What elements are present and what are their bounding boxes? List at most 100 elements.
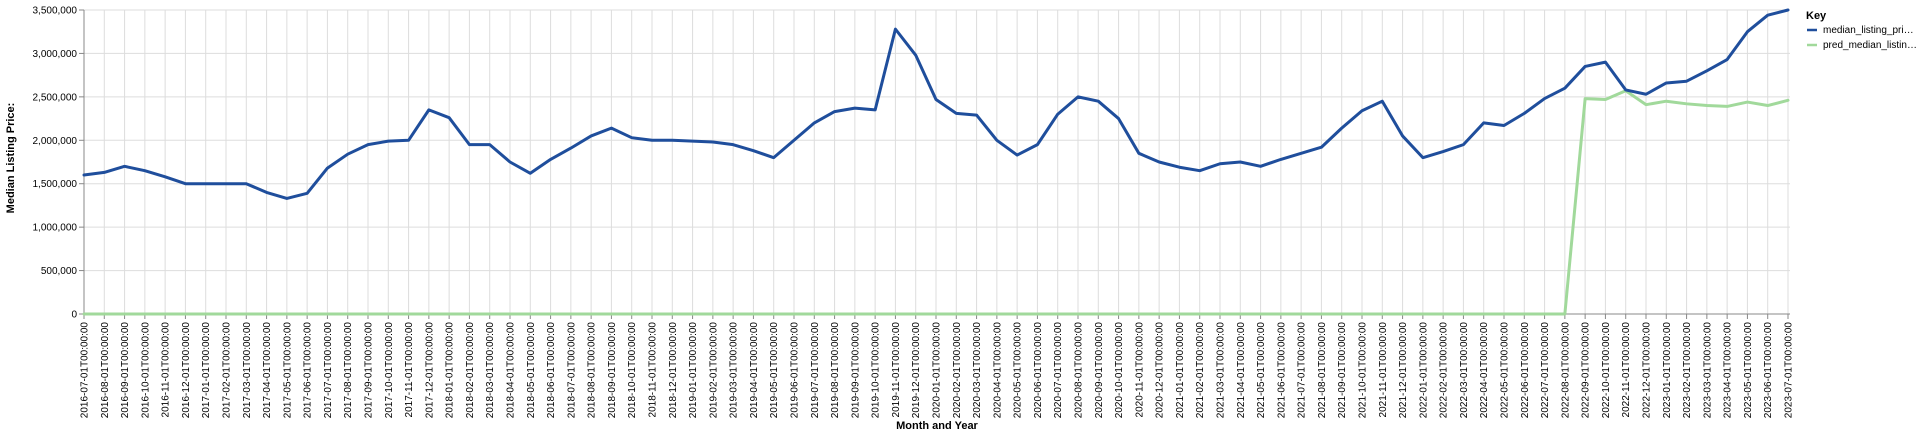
- x-tick-label: 2021-12-01T00:00:00: [1398, 322, 1409, 419]
- x-tick-label: 2018-07-01T00:00:00: [566, 322, 577, 419]
- y-tick-label: 2,500,000: [33, 92, 78, 103]
- x-tick-label: 2018-01-01T00:00:00: [445, 322, 456, 419]
- x-tick-label: 2019-11-01T00:00:00: [891, 322, 902, 418]
- x-tick-label: 2017-11-01T00:00:00: [404, 322, 415, 418]
- x-tick-label: 2022-03-01T00:00:00: [1459, 322, 1470, 419]
- x-tick-label: 2020-10-01T00:00:00: [1114, 322, 1125, 419]
- x-tick-label: 2023-07-01T00:00:00: [1784, 322, 1795, 419]
- x-axis-title: Month and Year: [896, 420, 978, 432]
- legend: Key median_listing_pri… pred_median_listi…: [1806, 10, 1917, 51]
- series-line-median-listing-pri: [82, 8, 1790, 200]
- legend-items: median_listing_pri… pred_median_listin…: [1807, 25, 1917, 51]
- x-tick-label: 2021-07-01T00:00:00: [1297, 322, 1308, 419]
- x-tick-label: 2020-02-01T00:00:00: [952, 322, 963, 419]
- x-tick-label: 2019-09-01T00:00:00: [850, 322, 861, 419]
- x-tick-label: 2017-02-01T00:00:00: [222, 322, 233, 419]
- x-tick-label: 2022-08-01T00:00:00: [1560, 322, 1571, 419]
- x-tick-label: 2022-12-01T00:00:00: [1642, 322, 1653, 419]
- x-tick-label: 2023-05-01T00:00:00: [1743, 322, 1754, 419]
- x-tick-label: 2020-12-01T00:00:00: [1155, 322, 1166, 419]
- legend-label: pred_median_listin…: [1823, 40, 1917, 51]
- x-tick-label: 2019-06-01T00:00:00: [790, 322, 801, 419]
- x-tick-label: 2022-09-01T00:00:00: [1581, 322, 1592, 419]
- x-tick-label: 2022-06-01T00:00:00: [1520, 322, 1531, 419]
- grid: [83, 9, 1790, 315]
- x-tick-label: 2016-11-01T00:00:00: [161, 322, 172, 418]
- y-tick-label: 0: [71, 310, 77, 321]
- x-tick-label: 2019-07-01T00:00:00: [810, 322, 821, 419]
- x-tick-label: 2016-08-01T00:00:00: [100, 322, 111, 419]
- x-tick-label: 2019-08-01T00:00:00: [830, 322, 841, 419]
- x-tick-label: 2018-08-01T00:00:00: [587, 322, 598, 419]
- y-tick-label: 1,500,000: [33, 179, 78, 190]
- x-tick-label: 2017-10-01T00:00:00: [384, 322, 395, 419]
- x-tick-label: 2017-08-01T00:00:00: [343, 322, 354, 419]
- x-tick-label: 2021-06-01T00:00:00: [1276, 322, 1287, 419]
- x-tick-label: 2022-07-01T00:00:00: [1540, 322, 1551, 419]
- x-tick-label: 2017-12-01T00:00:00: [424, 322, 435, 419]
- x-tick-label: 2017-05-01T00:00:00: [282, 322, 293, 419]
- y-tick-label: 3,500,000: [33, 6, 78, 17]
- x-tick-label: 2020-05-01T00:00:00: [1013, 322, 1024, 419]
- x-tick-label: 2018-12-01T00:00:00: [668, 322, 679, 419]
- x-tick-label: 2021-08-01T00:00:00: [1317, 322, 1328, 419]
- x-tick-label: 2016-07-01T00:00:00: [80, 322, 91, 419]
- x-tick-label: 2020-03-01T00:00:00: [972, 322, 983, 419]
- x-tick-label: 2018-03-01T00:00:00: [485, 322, 496, 419]
- x-tick-label: 2021-01-01T00:00:00: [1175, 322, 1186, 419]
- x-tick-label: 2017-01-01T00:00:00: [201, 322, 212, 419]
- x-tick-label: 2021-10-01T00:00:00: [1358, 322, 1369, 419]
- x-tick-label: 2022-02-01T00:00:00: [1439, 322, 1450, 419]
- x-tick-label: 2017-06-01T00:00:00: [303, 322, 314, 419]
- x-tick-label: 2019-02-01T00:00:00: [708, 322, 719, 419]
- x-tick-label: 2023-06-01T00:00:00: [1763, 322, 1774, 419]
- x-tick-label: 2020-01-01T00:00:00: [932, 322, 943, 419]
- x-tick-label: 2018-10-01T00:00:00: [627, 322, 638, 419]
- x-tick-label: 2019-05-01T00:00:00: [769, 322, 780, 419]
- x-tick-label: 2022-10-01T00:00:00: [1601, 322, 1612, 419]
- x-tick-label: 2021-04-01T00:00:00: [1236, 322, 1247, 419]
- y-tick-label: 500,000: [41, 266, 78, 277]
- series-line-pred-median-listin: [82, 89, 1790, 316]
- x-tick-label: 2016-09-01T00:00:00: [120, 322, 131, 419]
- x-tick-label: 2022-01-01T00:00:00: [1418, 322, 1429, 419]
- x-tick-label: 2019-01-01T00:00:00: [688, 322, 699, 419]
- y-axis-title: Median Listing Price:: [5, 103, 17, 214]
- x-tick-label: 2020-09-01T00:00:00: [1094, 322, 1105, 419]
- x-tick-label: 2021-05-01T00:00:00: [1256, 322, 1267, 419]
- y-tick-label: 3,000,000: [33, 49, 78, 60]
- x-tick-label: 2019-12-01T00:00:00: [911, 322, 922, 419]
- x-tick-label: 2021-02-01T00:00:00: [1195, 322, 1206, 419]
- legend-label: median_listing_pri…: [1823, 25, 1914, 36]
- x-tick-label: 2019-10-01T00:00:00: [871, 322, 882, 419]
- x-tick-label: 2019-03-01T00:00:00: [729, 322, 740, 419]
- x-tick-label: 2022-05-01T00:00:00: [1500, 322, 1511, 419]
- x-tick-label: 2020-04-01T00:00:00: [992, 322, 1003, 419]
- x-tick-label: 2018-02-01T00:00:00: [465, 322, 476, 419]
- x-tick-label: 2017-09-01T00:00:00: [364, 322, 375, 419]
- x-tick-label: 2020-08-01T00:00:00: [1074, 322, 1085, 419]
- x-tick-label: 2019-04-01T00:00:00: [749, 322, 760, 419]
- x-tick-label: 2018-06-01T00:00:00: [546, 322, 557, 419]
- series: [82, 8, 1790, 316]
- x-tick-label: 2018-11-01T00:00:00: [648, 322, 659, 418]
- x-tick-label: 2020-11-01T00:00:00: [1134, 322, 1145, 418]
- x-tick-label: 2018-04-01T00:00:00: [506, 322, 517, 419]
- x-tick-label: 2018-05-01T00:00:00: [526, 322, 537, 419]
- x-tick-label: 2018-09-01T00:00:00: [607, 322, 618, 419]
- x-tick-label: 2023-03-01T00:00:00: [1702, 322, 1713, 419]
- axes: 0 500,000 1,000,000 1,500,000 2,000,000 2,500…: [33, 6, 1795, 419]
- x-tick-label: 2016-10-01T00:00:00: [140, 322, 151, 419]
- legend-title: Key: [1806, 10, 1827, 22]
- x-tick-label: 2020-06-01T00:00:00: [1033, 322, 1044, 419]
- x-tick-label: 2021-09-01T00:00:00: [1337, 322, 1348, 419]
- x-tick-label: 2021-03-01T00:00:00: [1216, 322, 1227, 419]
- y-tick-label: 1,000,000: [33, 223, 78, 234]
- x-tick-label: 2023-02-01T00:00:00: [1682, 322, 1693, 419]
- x-tick-label: 2017-04-01T00:00:00: [262, 322, 273, 419]
- x-tick-label: 2016-12-01T00:00:00: [181, 322, 192, 419]
- y-tick-label: 2,000,000: [33, 136, 78, 147]
- x-tick-label: 2022-04-01T00:00:00: [1479, 322, 1490, 419]
